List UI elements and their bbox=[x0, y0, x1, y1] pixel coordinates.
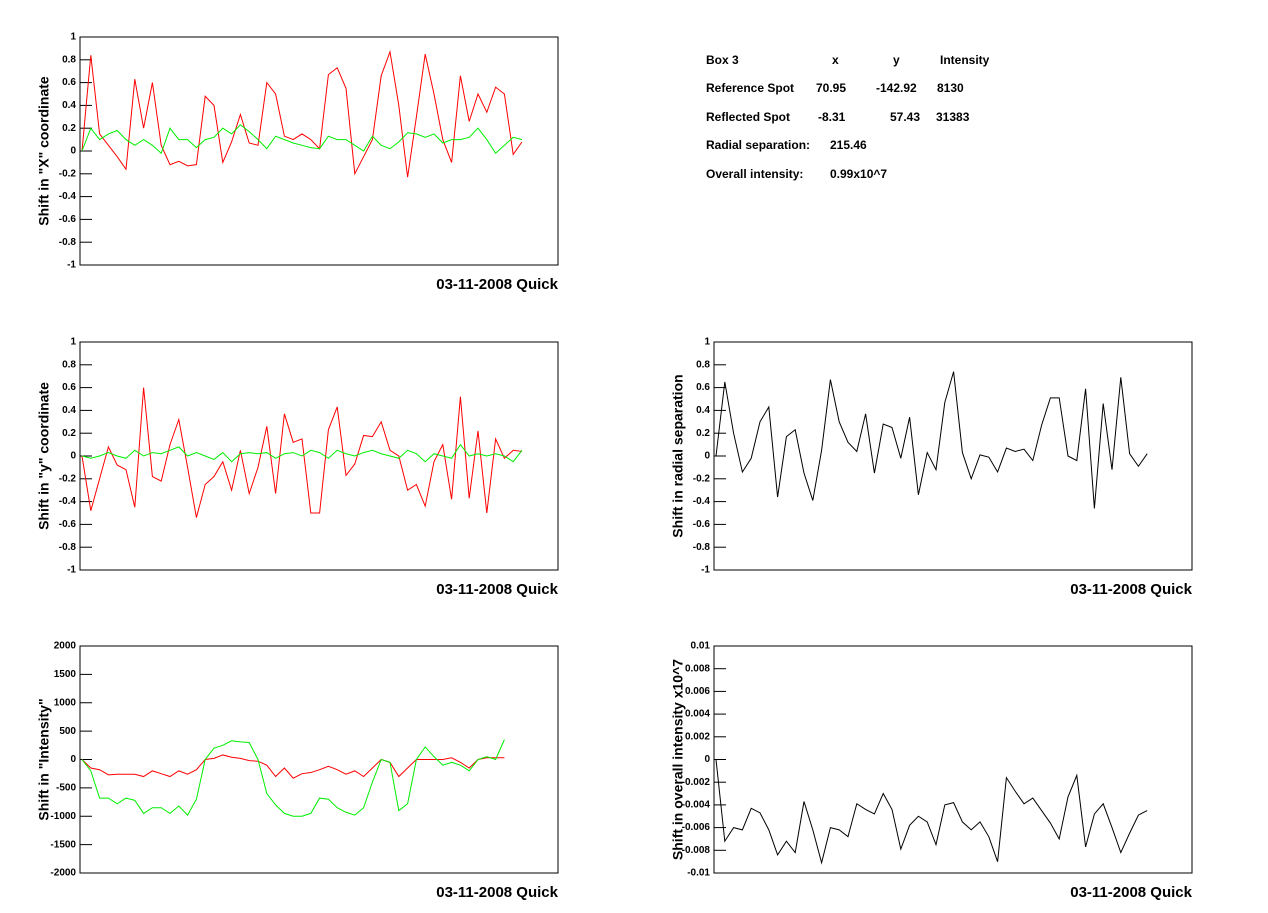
chart-title: 03-11-2008 Quick bbox=[436, 276, 558, 293]
y-tick-label: -1000 bbox=[50, 811, 76, 822]
data-line bbox=[715, 371, 1148, 509]
info-value: 8130 bbox=[937, 81, 964, 95]
y-tick-label: -0.4 bbox=[59, 191, 77, 202]
y-tick-label: -0.6 bbox=[693, 519, 711, 530]
y-tick-label: 0.008 bbox=[685, 663, 710, 674]
chart: -1 -0.8 -0.6 -0.4 -0.2 0 0.2 0.4 0.6 0.8 1 03-11-20… bbox=[670, 337, 1193, 598]
y-tick-label: 0.4 bbox=[62, 100, 76, 111]
y-axis-label: Shift in "y" coordinate bbox=[36, 382, 52, 530]
info-value: 215.46 bbox=[830, 138, 867, 152]
data-line bbox=[81, 739, 505, 817]
y-tick-label: 0.4 bbox=[62, 405, 76, 416]
info-label: Radial separation: bbox=[706, 138, 810, 152]
chart: -0.01 -0.008 -0.006 -0.004 -0.002 0 0.002 0.004… bbox=[670, 641, 1193, 901]
chart: -1 -0.8 -0.6 -0.4 -0.2 0 0.2 0.4 0.6 0.8 1 03-11-20… bbox=[36, 337, 559, 598]
y-tick-label: 0 bbox=[70, 754, 76, 765]
y-tick-label: 0.6 bbox=[696, 382, 710, 393]
y-tick-label: 0.2 bbox=[62, 428, 76, 439]
chart-title: 03-11-2008 Quick bbox=[436, 581, 558, 598]
plot-frame bbox=[79, 36, 559, 266]
y-tick-label: -1500 bbox=[50, 839, 76, 850]
chart-title: 03-11-2008 Quick bbox=[1070, 581, 1192, 598]
y-tick-label: 1500 bbox=[54, 669, 77, 680]
y-tick-label: -0.006 bbox=[682, 822, 711, 833]
info-header: Box 3 bbox=[706, 53, 739, 67]
y-tick-label: 0.2 bbox=[696, 428, 710, 439]
y-tick-label: -0.6 bbox=[59, 519, 77, 530]
y-tick-label: 500 bbox=[59, 726, 76, 737]
y-tick-label: 0.2 bbox=[62, 123, 76, 134]
data-line bbox=[81, 443, 523, 463]
info-value: 0.99x10^7 bbox=[830, 167, 887, 181]
data-line bbox=[81, 754, 505, 779]
y-tick-label: -0.8 bbox=[59, 237, 77, 248]
y-tick-label: 0.8 bbox=[62, 54, 76, 65]
y-tick-label: 0 bbox=[70, 146, 76, 157]
info-label: Reference Spot bbox=[706, 81, 794, 95]
y-tick-label: 0 bbox=[704, 451, 710, 462]
y-tick-label: 0.8 bbox=[696, 359, 710, 370]
y-axis-label: Shift in "Intensity" bbox=[36, 698, 52, 820]
data-line bbox=[715, 759, 1148, 865]
plot-frame bbox=[713, 341, 1193, 571]
y-tick-label: -0.4 bbox=[693, 496, 711, 507]
y-tick-label: 0.6 bbox=[62, 77, 76, 88]
y-tick-label: -0.8 bbox=[693, 542, 711, 553]
y-tick-label: 1 bbox=[70, 32, 76, 43]
data-line bbox=[81, 49, 523, 178]
data-line bbox=[81, 124, 523, 155]
info-box: Box 3 x y Intensity Reference Spot 70.95… bbox=[706, 53, 990, 181]
y-tick-label: -0.6 bbox=[59, 214, 77, 225]
chart: -1 -0.8 -0.6 -0.4 -0.2 0 0.2 0.4 0.6 0.8 1 03-11-20… bbox=[36, 32, 559, 293]
y-tick-label: 0.01 bbox=[691, 641, 711, 652]
y-tick-label: 0.006 bbox=[685, 686, 710, 697]
y-tick-label: 0.004 bbox=[685, 709, 710, 720]
chart: -2000 -1500 -1000 -500 0 500 1000 1500 2000 03-11… bbox=[36, 641, 559, 901]
y-tick-label: 0 bbox=[704, 754, 710, 765]
y-tick-label: -0.2 bbox=[59, 473, 77, 484]
y-tick-label: -0.008 bbox=[682, 845, 711, 856]
y-tick-label: 1000 bbox=[54, 697, 77, 708]
y-tick-label: 0.4 bbox=[696, 405, 710, 416]
info-value: 70.95 bbox=[816, 81, 846, 95]
data-line bbox=[81, 387, 523, 518]
y-tick-label: -0.8 bbox=[59, 542, 77, 553]
y-tick-label: -500 bbox=[56, 783, 76, 794]
info-value: -8.31 bbox=[818, 110, 846, 124]
y-tick-label: 0 bbox=[70, 451, 76, 462]
info-label: Reflected Spot bbox=[706, 110, 790, 124]
info-header: Intensity bbox=[940, 53, 990, 67]
info-header: x bbox=[832, 53, 839, 67]
y-tick-label: 0.8 bbox=[62, 359, 76, 370]
y-tick-label: -0.2 bbox=[693, 473, 711, 484]
y-tick-label: -0.01 bbox=[687, 868, 710, 879]
plot-frame bbox=[713, 645, 1193, 874]
info-label: Overall intensity: bbox=[706, 167, 803, 181]
info-value: -142.92 bbox=[876, 81, 917, 95]
y-tick-label: -1 bbox=[67, 260, 76, 271]
y-tick-label: 0.002 bbox=[685, 731, 710, 742]
y-tick-label: 2000 bbox=[54, 641, 77, 652]
info-header: y bbox=[893, 53, 900, 67]
plot-frame bbox=[79, 645, 559, 874]
y-tick-label: 0.6 bbox=[62, 382, 76, 393]
y-tick-label: -2000 bbox=[50, 868, 76, 879]
chart-title: 03-11-2008 Quick bbox=[1070, 884, 1192, 901]
y-tick-label: 1 bbox=[704, 337, 710, 348]
y-axis-label: Shift in radial separation bbox=[670, 374, 686, 537]
y-tick-label: 1 bbox=[70, 337, 76, 348]
info-value: 31383 bbox=[936, 110, 970, 124]
y-tick-label: -0.2 bbox=[59, 168, 77, 179]
chart-title: 03-11-2008 Quick bbox=[436, 884, 558, 901]
y-axis-label: Shift in "X" coordinate bbox=[36, 76, 52, 226]
y-tick-label: -0.002 bbox=[682, 777, 711, 788]
info-value: 57.43 bbox=[890, 110, 920, 124]
y-tick-label: -1 bbox=[701, 565, 710, 576]
y-tick-label: -0.4 bbox=[59, 496, 77, 507]
y-tick-label: -0.004 bbox=[682, 800, 711, 811]
y-axis-label: Shift in overall intensity x10^7 bbox=[670, 659, 686, 860]
y-tick-label: -1 bbox=[67, 565, 76, 576]
